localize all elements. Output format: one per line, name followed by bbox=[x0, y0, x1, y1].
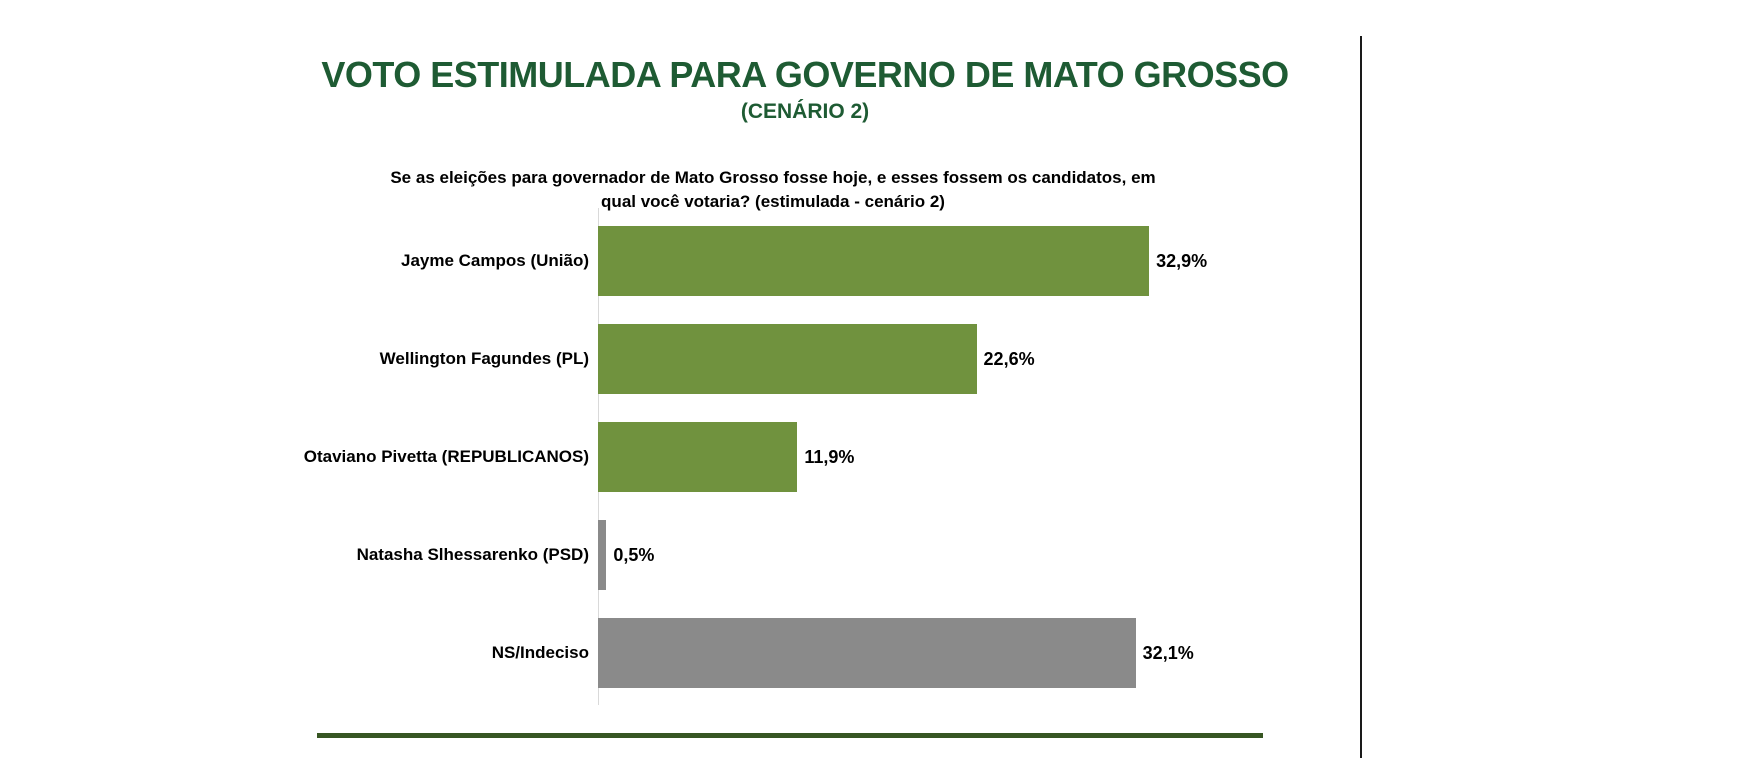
bar-row: Otaviano Pivetta (REPUBLICANOS) 11,9% bbox=[160, 422, 1207, 492]
value-label: 32,9% bbox=[1156, 250, 1208, 271]
bottom-accent-line bbox=[317, 733, 1263, 738]
chart-subtitle: (CENÁRIO 2) bbox=[740, 100, 870, 123]
right-vertical-divider bbox=[1360, 36, 1362, 758]
value-label: 22,6% bbox=[983, 348, 1035, 369]
bar bbox=[598, 422, 798, 492]
bar bbox=[598, 324, 977, 394]
bar bbox=[598, 520, 607, 590]
value-label: 11,9% bbox=[804, 446, 855, 467]
category-label: NS/Indeciso bbox=[491, 643, 589, 662]
bar-row: Jayme Campos (União) 32,9% bbox=[160, 226, 1207, 296]
value-label: 32,1% bbox=[1142, 642, 1194, 663]
survey-question-line-2: qual você votaria? (estimulada - cenário… bbox=[601, 191, 945, 211]
category-label: Natasha Slhessarenko (PSD) bbox=[356, 545, 589, 564]
bar-row: NS/Indeciso 32,1% bbox=[160, 618, 1207, 688]
bar-row: Natasha Slhessarenko (PSD) 0,5% bbox=[160, 520, 1207, 590]
bar-chart: Jayme Campos (União) 32,9% Wellington Fagu… bbox=[160, 226, 1207, 716]
bar bbox=[598, 618, 1136, 688]
category-label: Otaviano Pivetta (REPUBLICANOS) bbox=[303, 447, 589, 466]
bar bbox=[598, 226, 1150, 296]
category-label: Wellington Fagundes (PL) bbox=[379, 349, 589, 368]
bar-row: Wellington Fagundes (PL) 22,6% bbox=[160, 324, 1207, 394]
survey-question: Se as eleições para governador de Mato G… bbox=[0, 166, 1546, 214]
chart-title: VOTO ESTIMULADA PARA GOVERNO DE MATO GRO… bbox=[321, 54, 1289, 95]
survey-question-line-1: Se as eleições para governador de Mato G… bbox=[390, 168, 1156, 187]
category-label: Jayme Campos (União) bbox=[401, 251, 589, 270]
value-label: 0,5% bbox=[613, 544, 655, 565]
